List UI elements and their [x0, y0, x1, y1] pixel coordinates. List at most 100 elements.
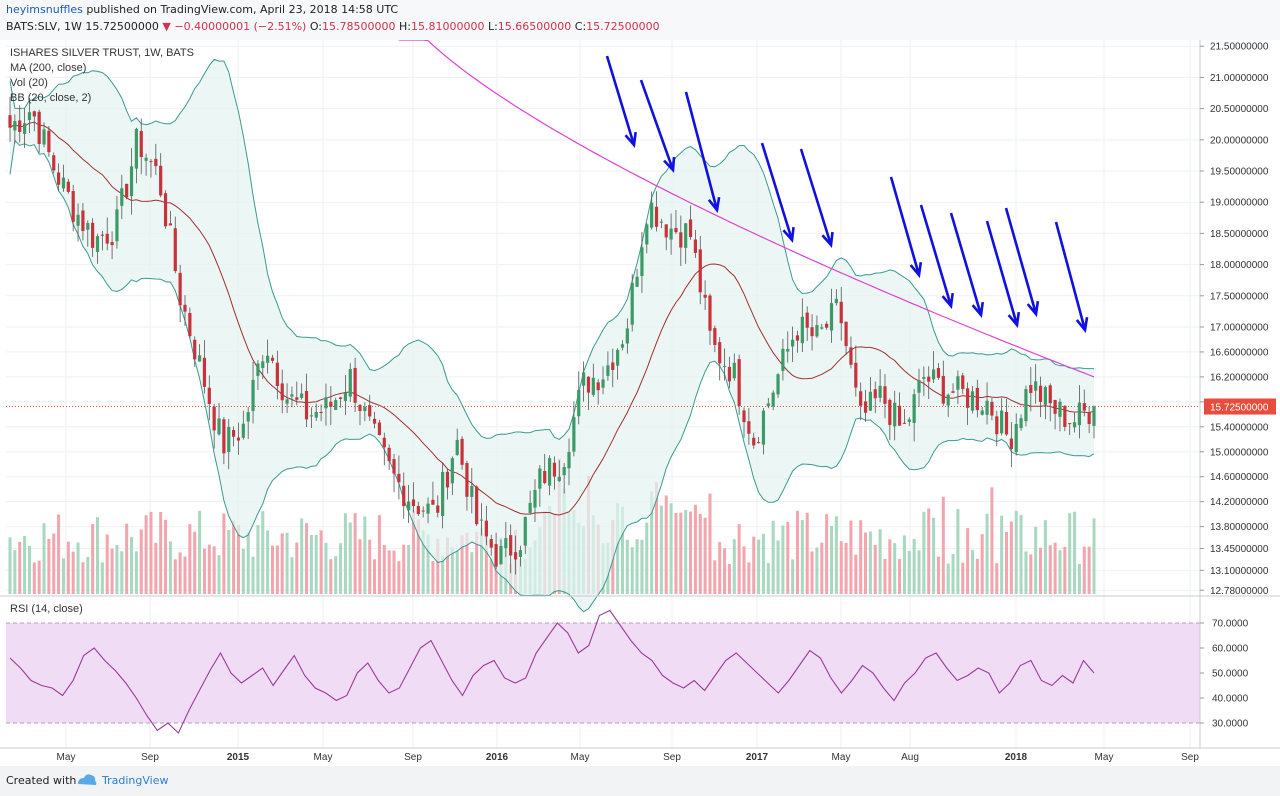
arrow-annotation-icon: [919, 204, 953, 307]
candle-body: [416, 505, 420, 515]
candlesticks: [8, 96, 1096, 575]
price-tick-label: 20.50000000: [1210, 104, 1269, 115]
volume-bar: [377, 515, 381, 594]
candle-body: [465, 463, 469, 497]
volume-bar: [445, 537, 449, 594]
candle-body: [285, 399, 289, 404]
volume-bar: [616, 503, 620, 594]
volume-bar: [494, 563, 498, 594]
volume-bar: [864, 532, 868, 594]
candle-body: [616, 349, 620, 366]
axes: 21.50000000 21.00000000 20.50000000 20.0000…: [0, 40, 1280, 763]
candle-body: [679, 232, 683, 248]
volume-bar: [115, 545, 119, 594]
volume-bar: [358, 539, 362, 594]
volume-bar: [139, 529, 143, 594]
tradingview-link[interactable]: TradingView: [102, 774, 169, 787]
volume-bar: [820, 542, 824, 594]
candle-body: [22, 123, 27, 134]
volume-bar: [970, 550, 974, 594]
candle-body: [1019, 418, 1023, 429]
candle-body: [319, 412, 323, 414]
time-tick-label: 2018: [1005, 752, 1028, 763]
candle-body: [815, 325, 819, 337]
candle-body: [139, 130, 143, 158]
candle-body: [8, 115, 12, 128]
candle-body: [105, 233, 109, 244]
volume-bar: [912, 538, 916, 594]
candle-body: [115, 209, 119, 242]
volume-bar: [309, 534, 313, 594]
volume-bar: [1058, 550, 1062, 594]
volume-bar: [110, 548, 114, 594]
volume-bar: [927, 508, 931, 594]
price-tick-label: 16.60000000: [1210, 347, 1269, 358]
volume-bar: [154, 542, 158, 594]
arrow-annotation-icon: [684, 91, 719, 211]
rsi-pane: [0, 595, 1280, 734]
rsi-tick-label: 60.0000: [1212, 644, 1249, 655]
candle-body: [431, 499, 435, 505]
candle-body: [902, 422, 907, 424]
candle-body: [834, 298, 838, 304]
volume-bar: [13, 550, 17, 594]
volume-bar: [713, 560, 717, 594]
volume-bar: [776, 540, 780, 594]
volume-bar: [57, 514, 61, 594]
candle-body: [197, 355, 202, 362]
volume-bar: [392, 550, 396, 594]
candle-body: [1000, 410, 1004, 434]
candle-body: [183, 304, 187, 312]
volume-bar: [37, 560, 41, 594]
arrow-annotation-icon: [799, 148, 833, 246]
candle-body: [781, 348, 785, 371]
candle-body: [747, 421, 751, 434]
candle-body: [825, 323, 829, 328]
candle-body: [450, 458, 454, 484]
candle-body: [37, 111, 41, 144]
created-with-text: Created with: [6, 774, 77, 787]
candle-body: [771, 392, 775, 407]
volume-bar: [766, 563, 770, 594]
volume-bar: [71, 551, 75, 594]
volume-bar: [275, 545, 279, 594]
candle-body: [795, 335, 800, 341]
candle-body: [936, 368, 941, 378]
volume-bar: [698, 513, 702, 594]
price-chart[interactable]: 21.50000000 21.00000000 20.50000000 20.0000…: [0, 40, 1280, 766]
candle-body: [693, 239, 698, 253]
low-value: 15.66500000: [497, 20, 572, 33]
author-link[interactable]: heyimsnuffles: [6, 3, 83, 16]
candle-body: [713, 328, 717, 345]
candle-body: [144, 157, 148, 161]
open-value: 15.78500000: [322, 20, 396, 33]
candle-body: [217, 418, 221, 435]
candle-body: [654, 206, 659, 227]
candle-body: [193, 339, 197, 360]
candle-body: [475, 486, 479, 525]
candle-body: [13, 120, 17, 131]
candle-body: [606, 365, 610, 376]
candle-body: [761, 410, 766, 445]
candle-body: [970, 391, 975, 411]
volume-bar: [1034, 526, 1038, 594]
candle-body: [329, 401, 333, 407]
candle-body: [309, 415, 313, 417]
volume-bar: [679, 512, 683, 594]
volume-bar: [382, 545, 386, 594]
candle-body: [980, 410, 984, 415]
candle-body: [538, 468, 542, 489]
volume-bar: [655, 482, 659, 594]
volume-bar: [1077, 563, 1081, 594]
candle-body: [859, 391, 863, 406]
candle-body: [504, 538, 508, 549]
arrow-annotation-icon: [1004, 207, 1038, 315]
volume-bar: [339, 543, 343, 594]
legend-rsi: RSI (14, close): [10, 603, 83, 615]
candle-body: [1072, 422, 1077, 428]
volume-bar: [625, 539, 629, 594]
candle-body: [791, 339, 795, 347]
candle-body: [100, 234, 104, 236]
published-text: published on TradingView.com, April 23, …: [86, 3, 399, 16]
volume-bar: [489, 558, 493, 594]
